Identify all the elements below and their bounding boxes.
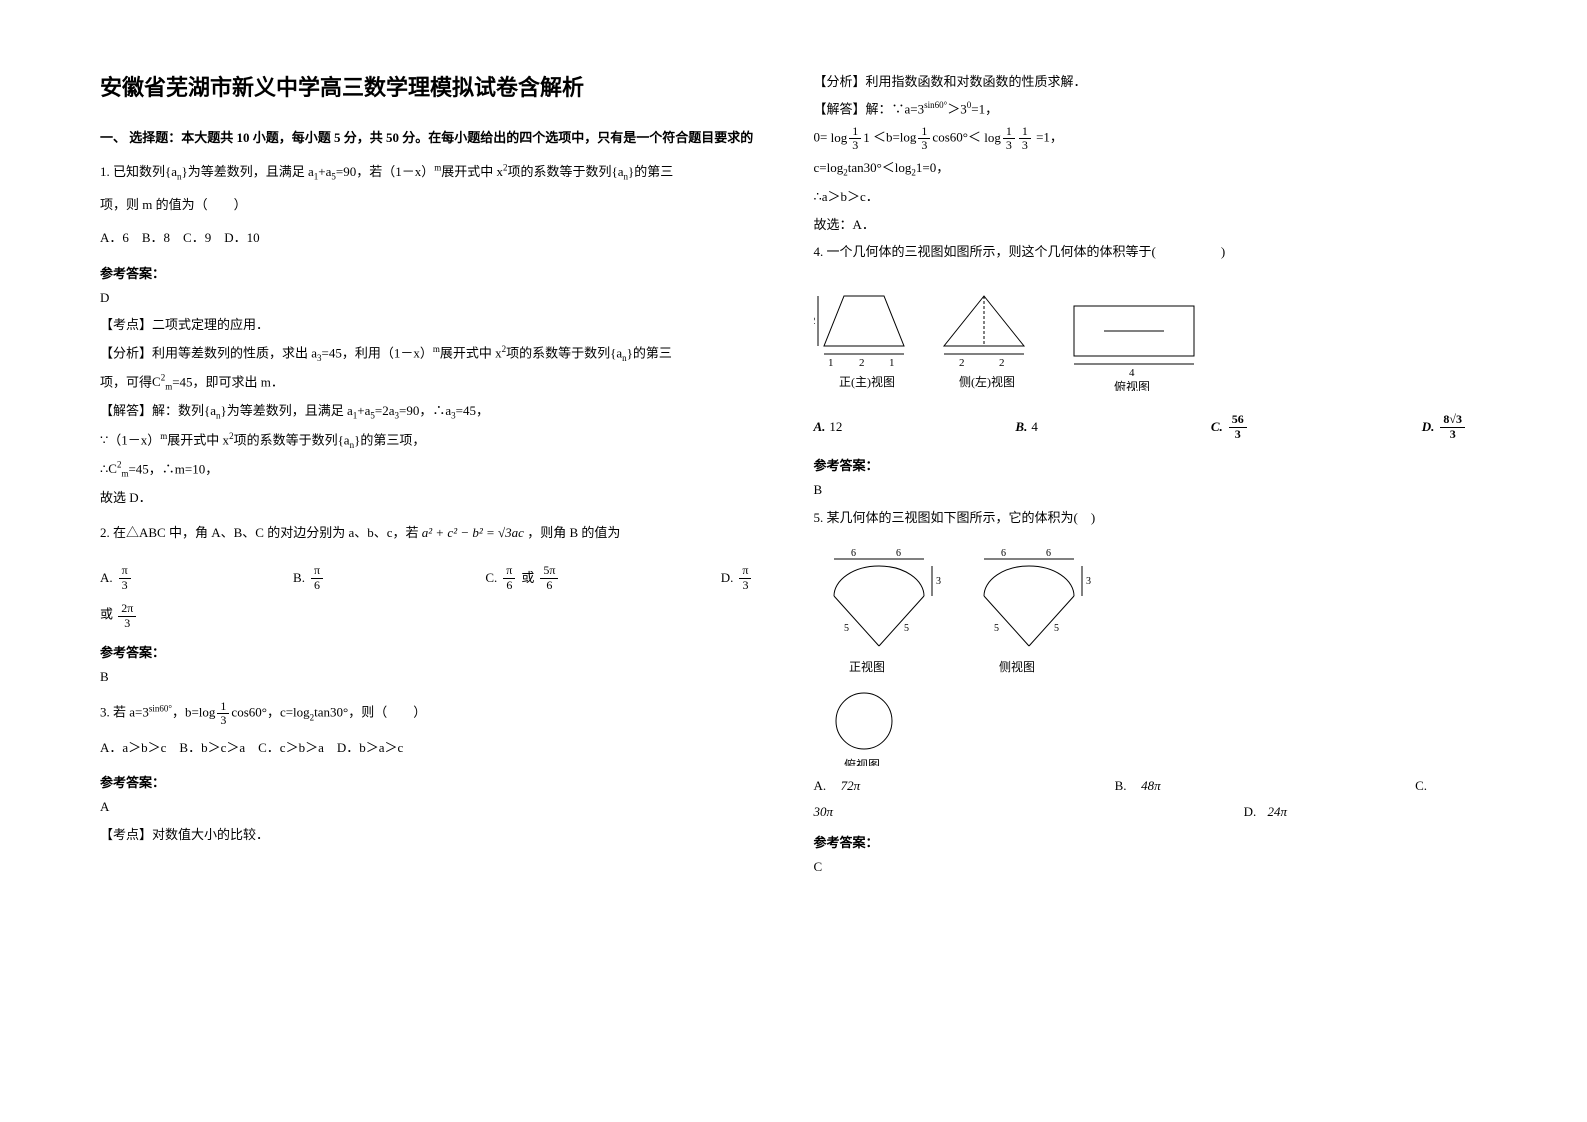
q3-options: A．a＞b＞c B．b＞c＞a C．c＞b＞a D．b＞a＞c bbox=[100, 736, 774, 761]
q5-optD: D. 24π bbox=[1244, 804, 1287, 820]
q3-answer: A bbox=[100, 795, 774, 818]
svg-text:2: 2 bbox=[859, 357, 865, 369]
page-title: 安徽省芜湖市新义中学高三数学理模拟试卷含解析 bbox=[100, 70, 774, 102]
q1-options: A．6 B．8 C．9 D．10 bbox=[100, 226, 774, 251]
q1-answer-label: 参考答案： bbox=[100, 263, 774, 282]
q4-optA: A. 12 bbox=[814, 413, 843, 442]
q4-optD: D. 8√33 bbox=[1422, 413, 1467, 442]
q3-fenxi: 【分析】利用指数函数和对数函数的性质求解． bbox=[814, 70, 1488, 93]
question-4: 4. 一个几何体的三视图如图所示，则这个几何体的体积等于( ) bbox=[814, 240, 1488, 265]
svg-text:1: 1 bbox=[828, 357, 834, 369]
q5-diagram: 6 6 3 5 5 正视图 6 6 3 5 5 侧视图 bbox=[814, 546, 1488, 770]
q2-answer-label: 参考答案： bbox=[100, 642, 774, 661]
q1-jieda4: 故选 D． bbox=[100, 486, 774, 509]
q3-jieda4: ∴a＞b＞c． bbox=[814, 185, 1488, 208]
svg-text:5: 5 bbox=[844, 623, 849, 634]
svg-text:5: 5 bbox=[994, 623, 999, 634]
q5-answer: C bbox=[814, 855, 1488, 878]
q3-answer-label: 参考答案： bbox=[100, 772, 774, 791]
q1-fenxi: 【分析】利用等差数列的性质，求出 a3=45，利用（1－x）m展开式中 x2项的… bbox=[100, 341, 774, 366]
svg-text:4: 4 bbox=[1129, 367, 1135, 379]
svg-text:6: 6 bbox=[1046, 548, 1051, 559]
svg-text:正视图: 正视图 bbox=[849, 659, 885, 674]
question-2: 2. 在△ABC 中，角 A、B、C 的对边分别为 a、b、c，若 a² + c… bbox=[100, 521, 774, 546]
svg-text:3: 3 bbox=[1086, 576, 1091, 587]
q5-optA: A. 72π bbox=[814, 778, 861, 794]
q2-optD: D. π3 bbox=[721, 564, 754, 593]
q5-answer-label: 参考答案： bbox=[814, 832, 1488, 851]
q5-three-views-svg: 6 6 3 5 5 正视图 6 6 3 5 5 侧视图 bbox=[814, 546, 1134, 766]
q2-optA: A. π3 bbox=[100, 564, 133, 593]
q3-kaodian: 【考点】对数值大小的比较． bbox=[100, 823, 774, 846]
q5-options-row1: A. 72π B. 48π C. bbox=[814, 778, 1488, 794]
q1-text: 1. 已知数列{an}为等差数列，且满足 a1+a5=90，若（1－x）m展开式… bbox=[100, 164, 673, 179]
q4-answer: B bbox=[814, 478, 1488, 501]
svg-text:5: 5 bbox=[1054, 623, 1059, 634]
svg-text:2: 2 bbox=[959, 357, 965, 369]
q4-options: A. 12 B. 4 C. 563 D. 8√33 bbox=[814, 413, 1488, 442]
q1-jieda2: ∵（1－x）m展开式中 x2项的系数等于数列{an}的第三项， bbox=[100, 428, 774, 453]
svg-text:1: 1 bbox=[889, 357, 895, 369]
q2-optC: C. π6 或 5π6 bbox=[485, 564, 560, 593]
q5-options-row2: 30π D. 24π bbox=[814, 804, 1488, 820]
svg-text:侧(左)视图: 侧(左)视图 bbox=[959, 374, 1015, 389]
svg-text:3: 3 bbox=[936, 576, 941, 587]
svg-text:正(主)视图: 正(主)视图 bbox=[839, 374, 895, 389]
svg-text:5: 5 bbox=[904, 623, 909, 634]
q4-answer-label: 参考答案： bbox=[814, 455, 1488, 474]
q5-optB: B. 48π bbox=[1115, 778, 1161, 794]
svg-text:2: 2 bbox=[999, 357, 1005, 369]
q2-optD-cont: 或 2π3 bbox=[100, 602, 774, 629]
q4-diagram: 2 1 2 1 正(主)视图 2 2 侧(左)视图 bbox=[814, 281, 1488, 395]
svg-text:6: 6 bbox=[896, 548, 901, 559]
svg-text:2: 2 bbox=[814, 315, 816, 327]
question-3: 3. 若 a=3sin60°，b=log13cos60°，c=log2tan30… bbox=[100, 700, 774, 727]
q4-optC: C. 563 bbox=[1211, 413, 1249, 442]
question-1: 1. 已知数列{an}为等差数列，且满足 a1+a5=90，若（1－x）m展开式… bbox=[100, 159, 774, 185]
q5-optC-val: 30π bbox=[814, 804, 834, 820]
q3-jieda2: 0= log131 ＜b=log13cos60°＜ log1313 =1， bbox=[814, 125, 1488, 152]
q5-optC: C. bbox=[1415, 778, 1427, 794]
q4-three-views-svg: 2 1 2 1 正(主)视图 2 2 侧(左)视图 bbox=[814, 281, 1234, 391]
q1-line2: 项，则 m 的值为（ ） bbox=[100, 193, 774, 218]
q3-jieda3: c=log2tan30°＜log21=0， bbox=[814, 156, 1488, 181]
q1-kaodian: 【考点】二项式定理的应用． bbox=[100, 313, 774, 336]
q3-jieda1: 【解答】解：∵a=3sin60°＞30=1， bbox=[814, 97, 1488, 121]
svg-text:侧视图: 侧视图 bbox=[999, 659, 1035, 674]
q1-jieda3: ∴C2m=45，∴m=10， bbox=[100, 457, 774, 482]
q2-answer: B bbox=[100, 665, 774, 688]
q1-answer: D bbox=[100, 286, 774, 309]
left-column: 安徽省芜湖市新义中学高三数学理模拟试卷含解析 一、 选择题：本大题共 10 小题… bbox=[100, 70, 774, 1082]
q1-fenxi2: 项，可得C2m=45，即可求出 m． bbox=[100, 370, 774, 395]
q1-jieda: 【解答】解：数列{an}为等差数列，且满足 a1+a5=2a3=90，∴a3=4… bbox=[100, 399, 774, 424]
question-5: 5. 某几何体的三视图如下图所示，它的体积为( ) bbox=[814, 506, 1488, 531]
section-header: 一、 选择题：本大题共 10 小题，每小题 5 分，共 50 分。在每小题给出的… bbox=[100, 126, 774, 149]
q2-options: A. π3 B. π6 C. π6 或 5π6 D. π3 bbox=[100, 564, 774, 593]
svg-text:俯视图: 俯视图 bbox=[1114, 379, 1150, 391]
svg-text:6: 6 bbox=[851, 548, 856, 559]
q2-optB: B. π6 bbox=[293, 564, 325, 593]
q4-optB: B. 4 bbox=[1015, 413, 1037, 442]
svg-text:6: 6 bbox=[1001, 548, 1006, 559]
svg-text:俯视图: 俯视图 bbox=[844, 757, 880, 766]
right-column: 【分析】利用指数函数和对数函数的性质求解． 【解答】解：∵a=3sin60°＞3… bbox=[814, 70, 1488, 1082]
q3-jieda5: 故选：A． bbox=[814, 213, 1488, 236]
